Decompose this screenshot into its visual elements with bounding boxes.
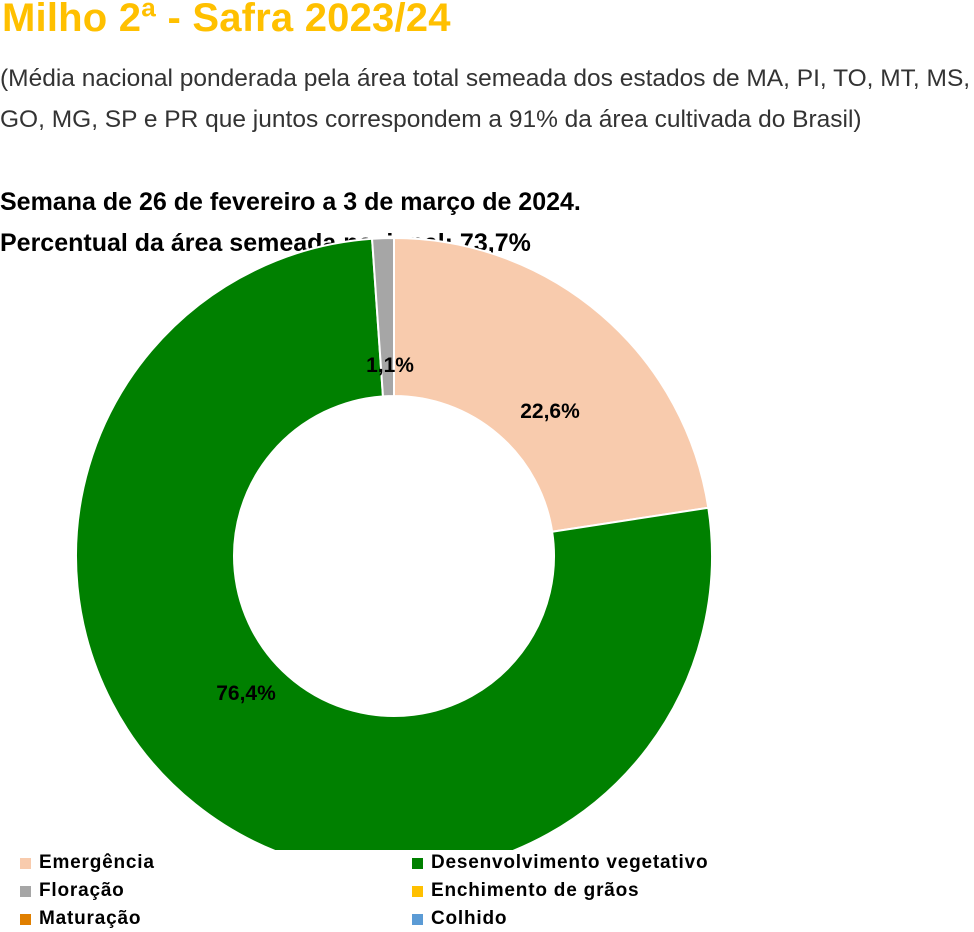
- legend-label: Floração: [39, 880, 125, 901]
- legend-item-colhido: Colhido: [412, 906, 507, 932]
- slice-floracao: [370, 236, 395, 398]
- legend-item-emergencia: Emergência: [20, 850, 155, 876]
- legend-swatch: [412, 857, 423, 869]
- slice-desenvolvimento-vegetativo: [75, 237, 713, 850]
- week-period-label: Semana de 26 de fevereiro a 3 de março d…: [0, 188, 581, 216]
- legend-swatch: [412, 885, 423, 897]
- legend-item-maturacao: Maturação: [20, 906, 141, 932]
- chart-title: Milho 2ª - Safra 2023/24: [2, 0, 451, 40]
- data-label-emergencia: 22,6%: [520, 400, 580, 423]
- legend-item-enchimento-de-graos: Enchimento de grãos: [412, 878, 639, 904]
- legend-label: Emergência: [39, 852, 155, 873]
- legend-label: Enchimento de grãos: [431, 880, 640, 901]
- legend-swatch: [20, 857, 31, 869]
- legend-swatch: [20, 885, 31, 897]
- legend-item-desenvolvimento-vegetativo: Desenvolvimento vegetativo: [412, 850, 708, 876]
- legend-item-floracao: Floração: [20, 878, 125, 904]
- data-label-floracao: 1,1%: [366, 354, 414, 377]
- doughnut-chart: 22,6% 76,4% 1,1%: [75, 236, 713, 850]
- legend-swatch: [412, 913, 423, 925]
- legend-label: Colhido: [431, 908, 508, 929]
- legend-label: Desenvolvimento vegetativo: [431, 852, 709, 873]
- slice-emergencia: [393, 236, 710, 533]
- chart-subtitle: (Média nacional ponderada pela área tota…: [0, 65, 971, 133]
- legend-label: Maturação: [39, 908, 142, 929]
- legend-swatch: [20, 913, 31, 925]
- data-label-desenvolvimento-vegetativo: 76,4%: [216, 682, 276, 705]
